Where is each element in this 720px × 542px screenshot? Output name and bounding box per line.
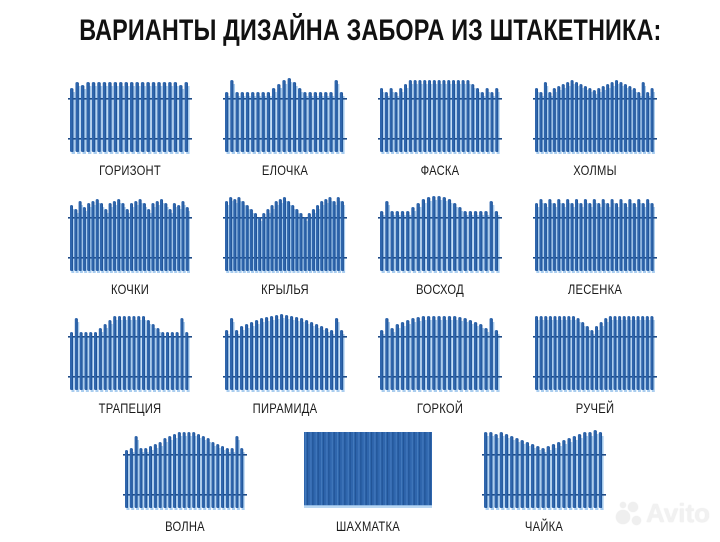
fence-card-kochki: КОЧКИ <box>68 193 192 305</box>
fence-card-gorkoy: ГОРКОЙ <box>378 312 502 424</box>
fence-card-volna: ВОЛНА <box>123 430 247 542</box>
avito-watermark: Avito <box>612 496 720 532</box>
fence-label: ПИРАМИДА <box>252 400 318 416</box>
fence-faska-icon <box>378 80 502 154</box>
fence-label: ЧАЙКА <box>524 518 564 534</box>
fence-label: ЕЛОЧКА <box>261 162 309 178</box>
fence-voskhod-icon <box>378 196 502 273</box>
fence-lesenka-icon <box>533 199 657 273</box>
fence-shakhmatka-icon <box>304 432 432 508</box>
fence-card-faska: ФАСКА <box>378 74 502 186</box>
fence-trapetsiya-icon <box>68 316 192 392</box>
fence-card-ruchey: РУЧЕЙ <box>533 312 657 424</box>
fence-label: ФАСКА <box>420 162 460 178</box>
fence-label: ВОЛНА <box>165 518 205 534</box>
fence-card-krylya: КРЫЛЬЯ <box>223 193 347 305</box>
fence-kholmy-icon <box>533 80 657 154</box>
fence-krylya-icon <box>223 197 347 273</box>
fence-card-piramida: ПИРАМИДА <box>223 312 347 424</box>
fence-label: РУЧЕЙ <box>575 400 615 416</box>
fence-card-gorizont: ГОРИЗОНТ <box>68 74 192 186</box>
fence-label: ГОРКОЙ <box>416 400 464 416</box>
fence-label: КРЫЛЬЯ <box>261 281 309 297</box>
fence-card-chayka: ЧАЙКА <box>482 430 606 542</box>
fence-gorizont-icon <box>68 82 192 154</box>
fence-label: ГОРИЗОНТ <box>99 162 161 178</box>
fence-card-trapetsiya: ТРАПЕЦИЯ <box>68 312 192 424</box>
fence-card-voskhod: ВОСХОД <box>378 193 502 305</box>
fence-label: ТРАПЕЦИЯ <box>98 400 162 416</box>
fence-elochka-icon <box>223 78 347 154</box>
fence-piramida-icon <box>223 314 347 392</box>
fence-kochki-icon <box>68 199 192 273</box>
fence-card-shakhmatka: ШАХМАТКА <box>302 430 434 542</box>
fence-label: ВОСХОД <box>416 281 464 297</box>
fence-volna-icon <box>123 432 247 510</box>
fence-label: КОЧКИ <box>110 281 150 297</box>
page-title: ВАРИАНТЫ ДИЗАЙНА ЗАБОРА ИЗ ШТАКЕТНИКА: <box>79 14 662 47</box>
fence-chayka-icon <box>482 430 606 510</box>
fence-label: ХОЛМЫ <box>573 162 617 178</box>
fence-card-elochka: ЕЛОЧКА <box>223 74 347 186</box>
fence-label: ЛЕСЕНКА <box>567 281 623 297</box>
avito-watermark-text: Avito <box>646 498 711 528</box>
fence-card-kholmy: ХОЛМЫ <box>533 74 657 186</box>
fence-card-lesenka: ЛЕСЕНКА <box>533 193 657 305</box>
fence-ruchey-icon <box>533 316 657 392</box>
fence-label: ШАХМАТКА <box>336 518 400 534</box>
fence-gorkoy-icon <box>378 316 502 392</box>
